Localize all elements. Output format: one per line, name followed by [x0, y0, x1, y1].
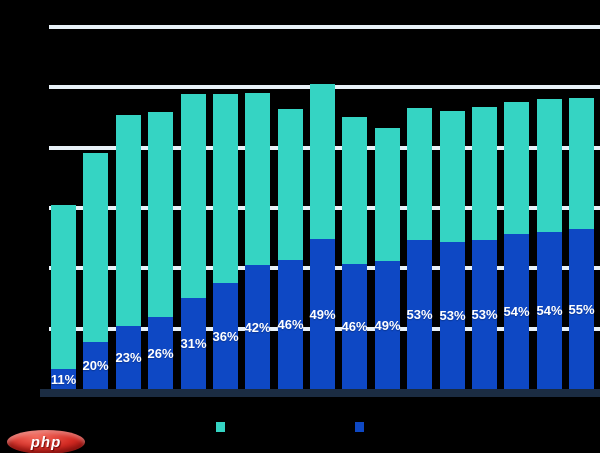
bar: 53% [439, 111, 466, 389]
teal-segment [569, 98, 594, 229]
bar-percentage-label: 49% [374, 317, 401, 333]
teal-segment [440, 111, 465, 242]
bar-percentage-label: 53% [471, 307, 498, 322]
blue-segment: 11% [51, 369, 76, 389]
bar-percentage-label: 23% [115, 350, 142, 365]
blue-segment: 49% [374, 261, 401, 389]
bar: 23% [115, 115, 142, 389]
php-logo: php [7, 430, 85, 453]
blue-segment: 53% [471, 240, 498, 389]
bar-percentage-label: 55% [568, 301, 595, 317]
legend-item-blue [355, 422, 370, 432]
bar-percentage-label: 54% [536, 303, 563, 318]
blue-segment: 54% [503, 234, 530, 389]
x-axis-line [40, 389, 600, 397]
teal-segment [537, 99, 562, 232]
bar: 20% [82, 153, 109, 389]
blue-segment: 31% [180, 298, 207, 389]
bar-percentage-label: 46% [341, 319, 368, 334]
bar-percentage-label: 26% [147, 345, 174, 361]
bar-percentage-label: 42% [244, 319, 271, 335]
teal-segment [245, 93, 270, 265]
bar-percentage-label: 31% [180, 336, 207, 351]
blue-segment: 55% [568, 229, 595, 389]
bar-percentage-label: 11% [50, 371, 77, 387]
legend-item-teal [216, 422, 231, 432]
blue-segment: 46% [341, 264, 368, 389]
blue-segment: 53% [439, 242, 466, 389]
bar: 55% [568, 98, 595, 389]
blue-segment: 36% [212, 283, 239, 389]
bar: 46% [277, 109, 304, 389]
bar-percentage-label: 53% [439, 308, 466, 323]
legend-swatch-blue-icon [355, 422, 364, 432]
bar: 36% [212, 94, 239, 389]
teal-segment [213, 94, 238, 283]
teal-segment [181, 94, 206, 298]
bar-percentage-label: 36% [212, 328, 239, 344]
bar: 26% [147, 112, 174, 389]
bar-percentage-label: 53% [406, 307, 433, 322]
blue-segment: 26% [147, 317, 174, 389]
teal-segment [472, 107, 497, 240]
bar: 42% [244, 93, 271, 389]
bar: 54% [503, 102, 530, 389]
bar: 54% [536, 99, 563, 389]
teal-segment [51, 205, 76, 369]
teal-segment [148, 112, 173, 317]
bar: 46% [341, 117, 368, 389]
bar-percentage-label: 46% [277, 317, 304, 332]
blue-segment: 53% [406, 240, 433, 389]
bar-percentage-label: 20% [82, 358, 109, 373]
blue-segment: 23% [115, 326, 142, 389]
gridline [49, 25, 600, 29]
teal-segment [116, 115, 141, 326]
php-logo-text: php [30, 433, 62, 451]
blue-segment: 49% [309, 239, 336, 389]
teal-segment [375, 128, 400, 261]
bar: 49% [374, 128, 401, 389]
bar-percentage-label: 54% [503, 304, 530, 319]
bar-percentage-label: 49% [309, 306, 336, 322]
bar: 49% [309, 84, 336, 389]
teal-segment [278, 109, 303, 260]
bar: 11% [51, 205, 76, 389]
teal-segment [504, 102, 529, 234]
bar: 53% [406, 108, 433, 389]
blue-segment: 42% [244, 265, 271, 389]
bar: 53% [471, 107, 498, 389]
teal-segment [83, 153, 108, 342]
teal-segment [407, 108, 432, 240]
blue-segment: 20% [82, 342, 109, 389]
teal-segment [342, 117, 367, 264]
blue-segment: 46% [277, 260, 304, 389]
bar: 31% [180, 94, 207, 389]
blue-segment: 54% [536, 232, 563, 389]
legend-swatch-teal-icon [216, 422, 225, 432]
teal-segment [310, 84, 335, 239]
